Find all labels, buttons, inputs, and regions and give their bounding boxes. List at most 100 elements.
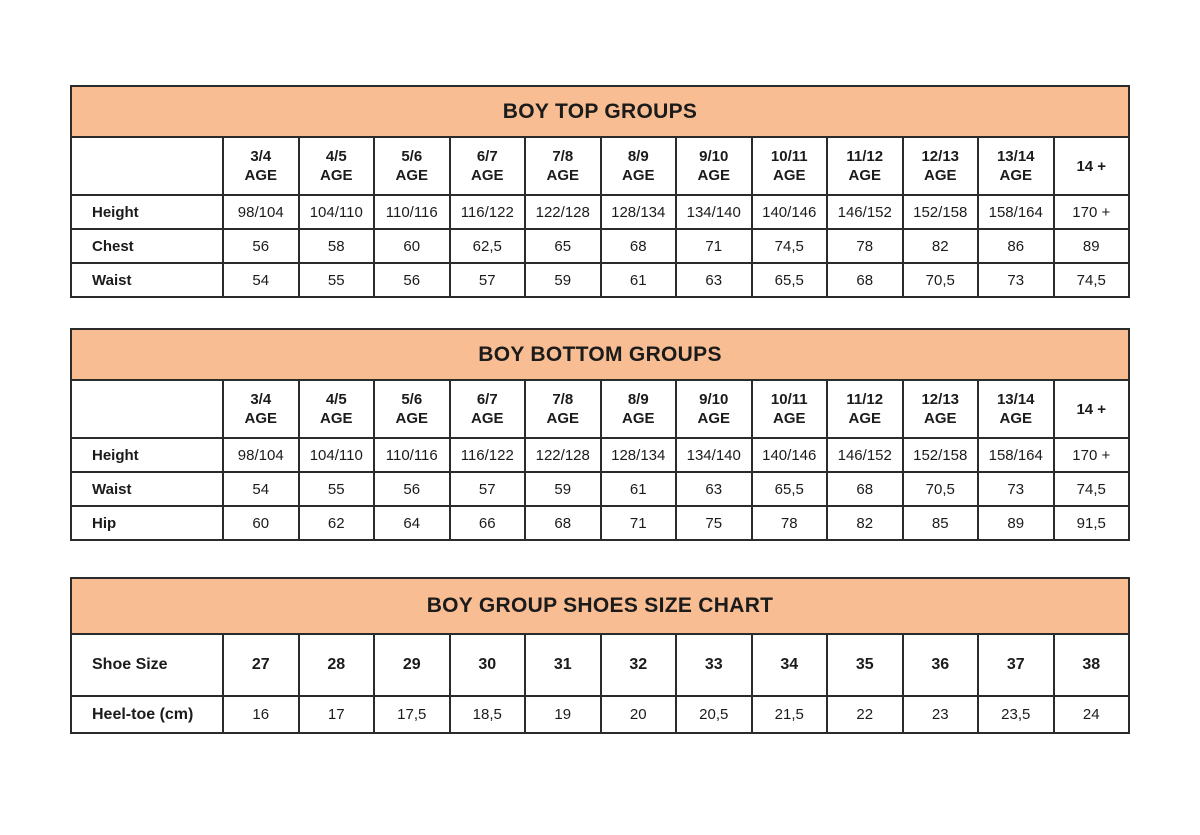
column-header-age: 3/4 AGE — [222, 136, 300, 196]
cell: 37 — [977, 633, 1055, 697]
table-title: BOY TOP GROUPS — [70, 85, 1130, 138]
cell: 74,5 — [750, 228, 828, 264]
cell: 55 — [297, 262, 375, 298]
cell: 54 — [222, 262, 300, 298]
column-header-age: 14 + — [1052, 136, 1130, 196]
cell: 27 — [222, 633, 300, 697]
table-row-waist: Waist 54 55 56 57 59 61 63 65,5 68 70,5 … — [70, 471, 1130, 507]
table-title: BOY BOTTOM GROUPS — [70, 328, 1130, 381]
cell: 140/146 — [750, 194, 828, 230]
table-title-row: BOY TOP GROUPS — [70, 85, 1130, 138]
cell: 82 — [826, 505, 904, 541]
cell: 62 — [297, 505, 375, 541]
cell: 146/152 — [826, 437, 904, 473]
boy-shoes-size-table: BOY GROUP SHOES SIZE CHART Shoe Size 27 … — [70, 577, 1130, 734]
column-header-age: 9/10 AGE — [675, 136, 753, 196]
cell: 58 — [297, 228, 375, 264]
table-title: BOY GROUP SHOES SIZE CHART — [70, 577, 1130, 635]
cell: 82 — [901, 228, 979, 264]
cell: 29 — [373, 633, 451, 697]
cell: 20,5 — [675, 695, 753, 734]
table-title-row: BOY BOTTOM GROUPS — [70, 328, 1130, 381]
cell: 170 + — [1052, 437, 1130, 473]
cell: 78 — [826, 228, 904, 264]
cell: 61 — [599, 471, 677, 507]
corner-cell — [70, 136, 224, 196]
cell: 19 — [524, 695, 602, 734]
table-row-height: Height 98/104 104/110 110/116 116/122 12… — [70, 437, 1130, 473]
cell: 68 — [599, 228, 677, 264]
cell: 89 — [977, 505, 1055, 541]
cell: 54 — [222, 471, 300, 507]
cell: 134/140 — [675, 194, 753, 230]
cell: 56 — [373, 471, 451, 507]
cell: 70,5 — [901, 471, 979, 507]
column-header-age: 4/5 AGE — [297, 136, 375, 196]
cell: 24 — [1052, 695, 1130, 734]
row-label: Heel-toe (cm) — [70, 695, 224, 734]
cell: 146/152 — [826, 194, 904, 230]
cell: 59 — [524, 471, 602, 507]
cell: 140/146 — [750, 437, 828, 473]
column-header-age: 11/12 AGE — [826, 379, 904, 439]
table-header-row: 3/4 AGE 4/5 AGE 5/6 AGE 6/7 AGE 7/8 AGE 8/9 AG… — [70, 136, 1130, 196]
cell: 86 — [977, 228, 1055, 264]
cell: 62,5 — [448, 228, 526, 264]
cell: 71 — [599, 505, 677, 541]
cell: 57 — [448, 262, 526, 298]
cell: 23,5 — [977, 695, 1055, 734]
cell: 38 — [1052, 633, 1130, 697]
cell: 85 — [901, 505, 979, 541]
cell: 73 — [977, 262, 1055, 298]
column-header-age: 4/5 AGE — [297, 379, 375, 439]
cell: 104/110 — [297, 194, 375, 230]
cell: 22 — [826, 695, 904, 734]
cell: 89 — [1052, 228, 1130, 264]
cell: 61 — [599, 262, 677, 298]
cell: 64 — [373, 505, 451, 541]
table-row-hip: Hip 60 62 64 66 68 71 75 78 82 85 89 91,… — [70, 505, 1130, 541]
cell: 75 — [675, 505, 753, 541]
table-row-waist: Waist 54 55 56 57 59 61 63 65,5 68 70,5 … — [70, 262, 1130, 298]
cell: 57 — [448, 471, 526, 507]
cell: 34 — [750, 633, 828, 697]
cell: 23 — [901, 695, 979, 734]
cell: 56 — [373, 262, 451, 298]
cell: 68 — [826, 262, 904, 298]
cell: 56 — [222, 228, 300, 264]
cell: 65 — [524, 228, 602, 264]
cell: 36 — [901, 633, 979, 697]
cell: 152/158 — [901, 437, 979, 473]
cell: 28 — [297, 633, 375, 697]
column-header-age: 13/14 AGE — [977, 136, 1055, 196]
cell: 78 — [750, 505, 828, 541]
cell: 21,5 — [750, 695, 828, 734]
cell: 17 — [297, 695, 375, 734]
cell: 65,5 — [750, 262, 828, 298]
column-header-age: 12/13 AGE — [901, 379, 979, 439]
row-label: Chest — [70, 228, 224, 264]
column-header-age: 8/9 AGE — [599, 379, 677, 439]
cell: 20 — [599, 695, 677, 734]
cell: 32 — [599, 633, 677, 697]
table-title-row: BOY GROUP SHOES SIZE CHART — [70, 577, 1130, 635]
row-label: Waist — [70, 471, 224, 507]
column-header-age: 5/6 AGE — [373, 136, 451, 196]
cell: 116/122 — [448, 437, 526, 473]
cell: 122/128 — [524, 194, 602, 230]
cell: 128/134 — [599, 194, 677, 230]
column-header-age: 8/9 AGE — [599, 136, 677, 196]
row-label: Height — [70, 194, 224, 230]
column-header-age: 12/13 AGE — [901, 136, 979, 196]
cell: 63 — [675, 262, 753, 298]
row-label: Shoe Size — [70, 633, 224, 697]
cell: 17,5 — [373, 695, 451, 734]
cell: 98/104 — [222, 194, 300, 230]
row-label: Hip — [70, 505, 224, 541]
cell: 66 — [448, 505, 526, 541]
cell: 63 — [675, 471, 753, 507]
column-header-age: 10/11 AGE — [750, 136, 828, 196]
column-header-age: 9/10 AGE — [675, 379, 753, 439]
cell: 170 + — [1052, 194, 1130, 230]
